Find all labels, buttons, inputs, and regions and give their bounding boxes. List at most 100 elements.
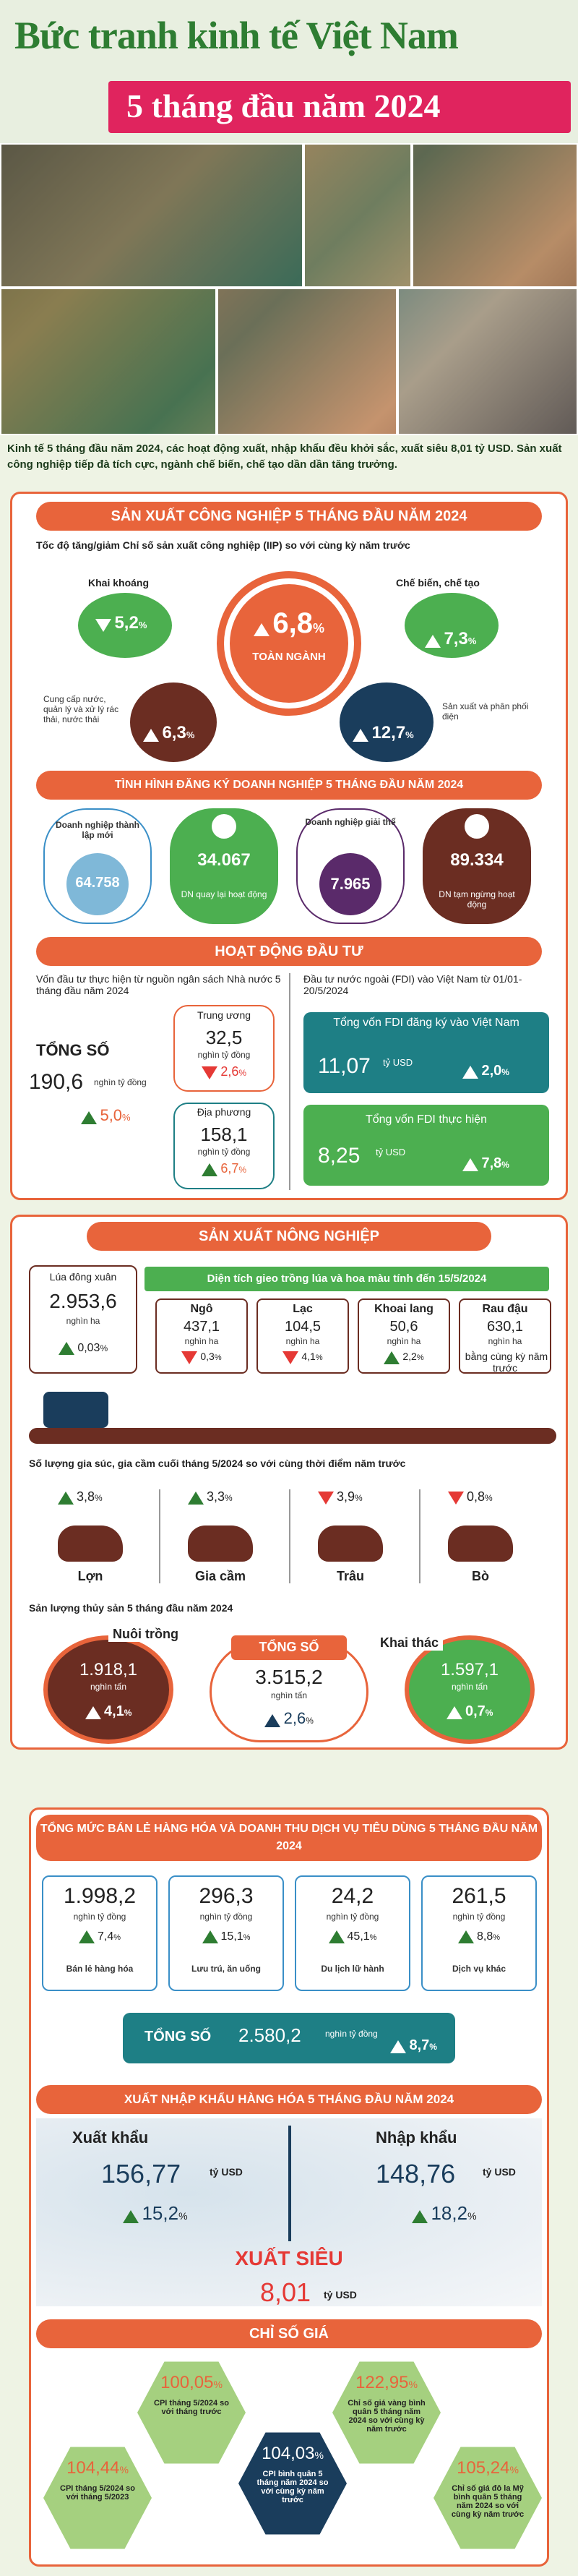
up-arrow-icon [264, 1713, 281, 1727]
retail-total-unit: nghìn tỷ đồng [325, 2029, 378, 2039]
pct-sign: % [122, 1112, 131, 1123]
livestock-change: 3,9 [337, 1489, 355, 1504]
pct-sign: % [501, 1067, 509, 1077]
crop-change: 2,2 [402, 1351, 417, 1362]
livestock-change-row: 3,8% [58, 1489, 103, 1505]
farm-value: 1.918,1 [79, 1660, 138, 1679]
surplus-value: 8,01 [260, 2277, 311, 2307]
divider [419, 1489, 420, 1583]
business-return-value: 34.067 [197, 850, 251, 870]
retail-value: 296,3 [199, 1884, 254, 1908]
retail-card [168, 1875, 284, 1991]
pct-sign: % [178, 2210, 188, 2222]
pct-sign: % [485, 1708, 493, 1718]
mining-value: 5,2 [114, 613, 139, 633]
surplus-label: XUẤT SIÊU [235, 2247, 343, 2269]
mining-label: Khai khoáng [88, 577, 150, 589]
livestock-change-row: 3,3% [188, 1489, 233, 1505]
industry-title: SẢN XUẤT CÔNG NGHIỆP 5 THÁNG ĐẦU NĂM 202… [36, 502, 542, 531]
up-arrow-icon [123, 2209, 139, 2223]
import-label: Nhập khẩu [376, 2128, 457, 2147]
price-label: CPI bình quân 5 tháng năm 2024 so với cù… [256, 2470, 329, 2504]
rice-change: 0,03 [77, 1342, 100, 1355]
investment-total-label: TỔNG SỐ [36, 1041, 110, 1059]
up-arrow-icon [188, 1491, 204, 1505]
livestock-label: Gia cầm [194, 1569, 246, 1583]
local-label: Địa phương [197, 1106, 251, 1118]
crop-card [256, 1298, 349, 1374]
pct-sign: % [214, 1353, 222, 1362]
animal-icon [58, 1526, 123, 1562]
catch-value: 1.597,1 [440, 1660, 499, 1679]
price-value-row: 105,24% [434, 2458, 542, 2478]
fdi-realized-card [303, 1105, 549, 1186]
central-label: Trung ương [197, 1009, 251, 1021]
pct-sign: % [225, 1493, 233, 1503]
price-label: Chỉ số giá vàng bình quân 5 tháng năm 20… [348, 2399, 426, 2434]
state-investment-caption: Vốn đầu tư thực hiện từ nguồn ngân sách … [36, 973, 281, 996]
pct-sign: % [243, 1933, 251, 1943]
agriculture-title: SẢN XUẤT NÔNG NGHIỆP [87, 1222, 491, 1251]
price-hexagon [434, 2447, 542, 2549]
central-card [173, 1005, 275, 1092]
pause-icon [465, 814, 489, 839]
animal-icon [188, 1526, 253, 1562]
catch-unit: nghìn tấn [451, 1682, 488, 1692]
business-dissolved-value: 7.965 [330, 875, 371, 893]
business-suspended-label: DN tạm ngừng hoạt động [439, 889, 515, 910]
retail-value: 24,2 [331, 1884, 374, 1908]
retail-change-row: 45,1% [295, 1930, 410, 1943]
down-arrow-icon [201, 1066, 217, 1079]
iip-total-label: TOÀN NGÀNH [252, 651, 326, 663]
area-caption-bar [144, 1267, 549, 1291]
animal-icon [318, 1526, 383, 1562]
crop-unit: nghìn ha [285, 1336, 320, 1346]
livestock-label: Lợn [77, 1569, 103, 1583]
retail-label: Dịch vụ khác [452, 1964, 506, 1974]
power-label: Sản xuất và phân phối điện [442, 701, 529, 722]
power-circle [340, 682, 434, 762]
pct-sign: % [238, 1165, 247, 1175]
water-circle [130, 682, 217, 762]
price-value: 104,44 [66, 2458, 120, 2478]
central-value: 32,5 [205, 1027, 243, 1048]
up-arrow-icon [78, 1930, 95, 1943]
animal-icon [448, 1526, 513, 1562]
business-dissolved-circle [319, 853, 381, 915]
investment-total-unit: nghìn tỷ đồng [94, 1077, 147, 1087]
business-new-circle [66, 853, 129, 915]
fdi-registered-unit: tỷ USD [383, 1057, 413, 1068]
divider [159, 1489, 160, 1583]
manufacturing-value: 7,3 [444, 629, 468, 649]
retail-value: 1.998,2 [63, 1884, 137, 1908]
price-label: CPI tháng 5/2024 so với tháng trước [154, 2399, 229, 2416]
fdi-realized-change: 7,8 [481, 1155, 502, 1171]
price-value-row: 122,95% [332, 2373, 441, 2393]
retail-total-card [123, 2013, 455, 2063]
pct-sign: % [138, 620, 147, 630]
pct-sign: % [408, 2379, 418, 2390]
up-arrow-icon [201, 1163, 217, 1176]
price-hexagon [238, 2432, 347, 2535]
pct-sign: % [405, 729, 414, 740]
tractor-icon [43, 1392, 108, 1428]
price-value-row: 100,05% [137, 2373, 246, 2393]
crop-label: Rau đậu [482, 1303, 528, 1315]
retail-card [42, 1875, 158, 1991]
export-value: 156,77 [101, 2159, 181, 2188]
fdi-registered-label: Tổng vốn FDI đăng ký vào Việt Nam [333, 1017, 519, 1029]
up-arrow-icon [58, 1342, 74, 1355]
retail-unit: nghìn tỷ đồng [326, 1912, 379, 1922]
pct-sign: % [314, 2449, 324, 2461]
pct-sign: % [429, 2042, 437, 2052]
pct-sign: % [369, 1933, 377, 1943]
manufacturing-label: Chế biến, chế tạo [396, 577, 480, 589]
pct-sign: % [238, 1068, 247, 1078]
retail-label: Bán lẻ hàng hóa [66, 1964, 134, 1974]
fish-total-label-bg [231, 1635, 347, 1660]
fdi-realized-label: Tổng vốn FDI thực hiện [365, 1113, 488, 1126]
page-subtitle: 5 tháng đầu năm 2024 [126, 87, 441, 124]
mining-circle [78, 593, 172, 658]
farm-label: Nuôi trồng [108, 1627, 183, 1642]
up-arrow-icon [328, 1930, 345, 1943]
